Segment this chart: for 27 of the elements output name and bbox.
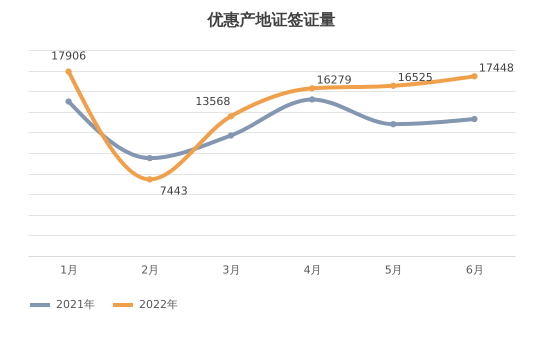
point: [228, 132, 234, 139]
data-label: 13568: [195, 95, 230, 108]
data-label: 17906: [51, 50, 86, 63]
x-tick-label: 5月: [384, 264, 403, 276]
x-tick-label: 3月: [222, 264, 240, 276]
data-label: 16525: [398, 70, 433, 84]
legend-label: 2022年: [139, 298, 178, 311]
x-tick-label: 6月: [466, 264, 484, 276]
data-label: 16279: [316, 73, 352, 86]
point: [65, 98, 72, 105]
x-tick-label: 2月: [141, 264, 160, 276]
data-label: 17448: [478, 61, 514, 74]
point: [308, 96, 316, 103]
point: [228, 113, 234, 120]
legend-label: 2021年: [56, 298, 95, 311]
chart-title: 优惠产地证签证量: [206, 10, 336, 29]
point: [471, 116, 478, 122]
x-tick-label: 1月: [60, 264, 78, 276]
point: [146, 176, 153, 182]
data-label: 7443: [160, 184, 188, 198]
point: [390, 121, 396, 128]
point: [390, 82, 396, 89]
x-tick-label: 4月: [304, 264, 322, 276]
point: [471, 73, 478, 80]
point: [308, 85, 316, 92]
point: [65, 68, 72, 75]
point: [146, 154, 153, 162]
